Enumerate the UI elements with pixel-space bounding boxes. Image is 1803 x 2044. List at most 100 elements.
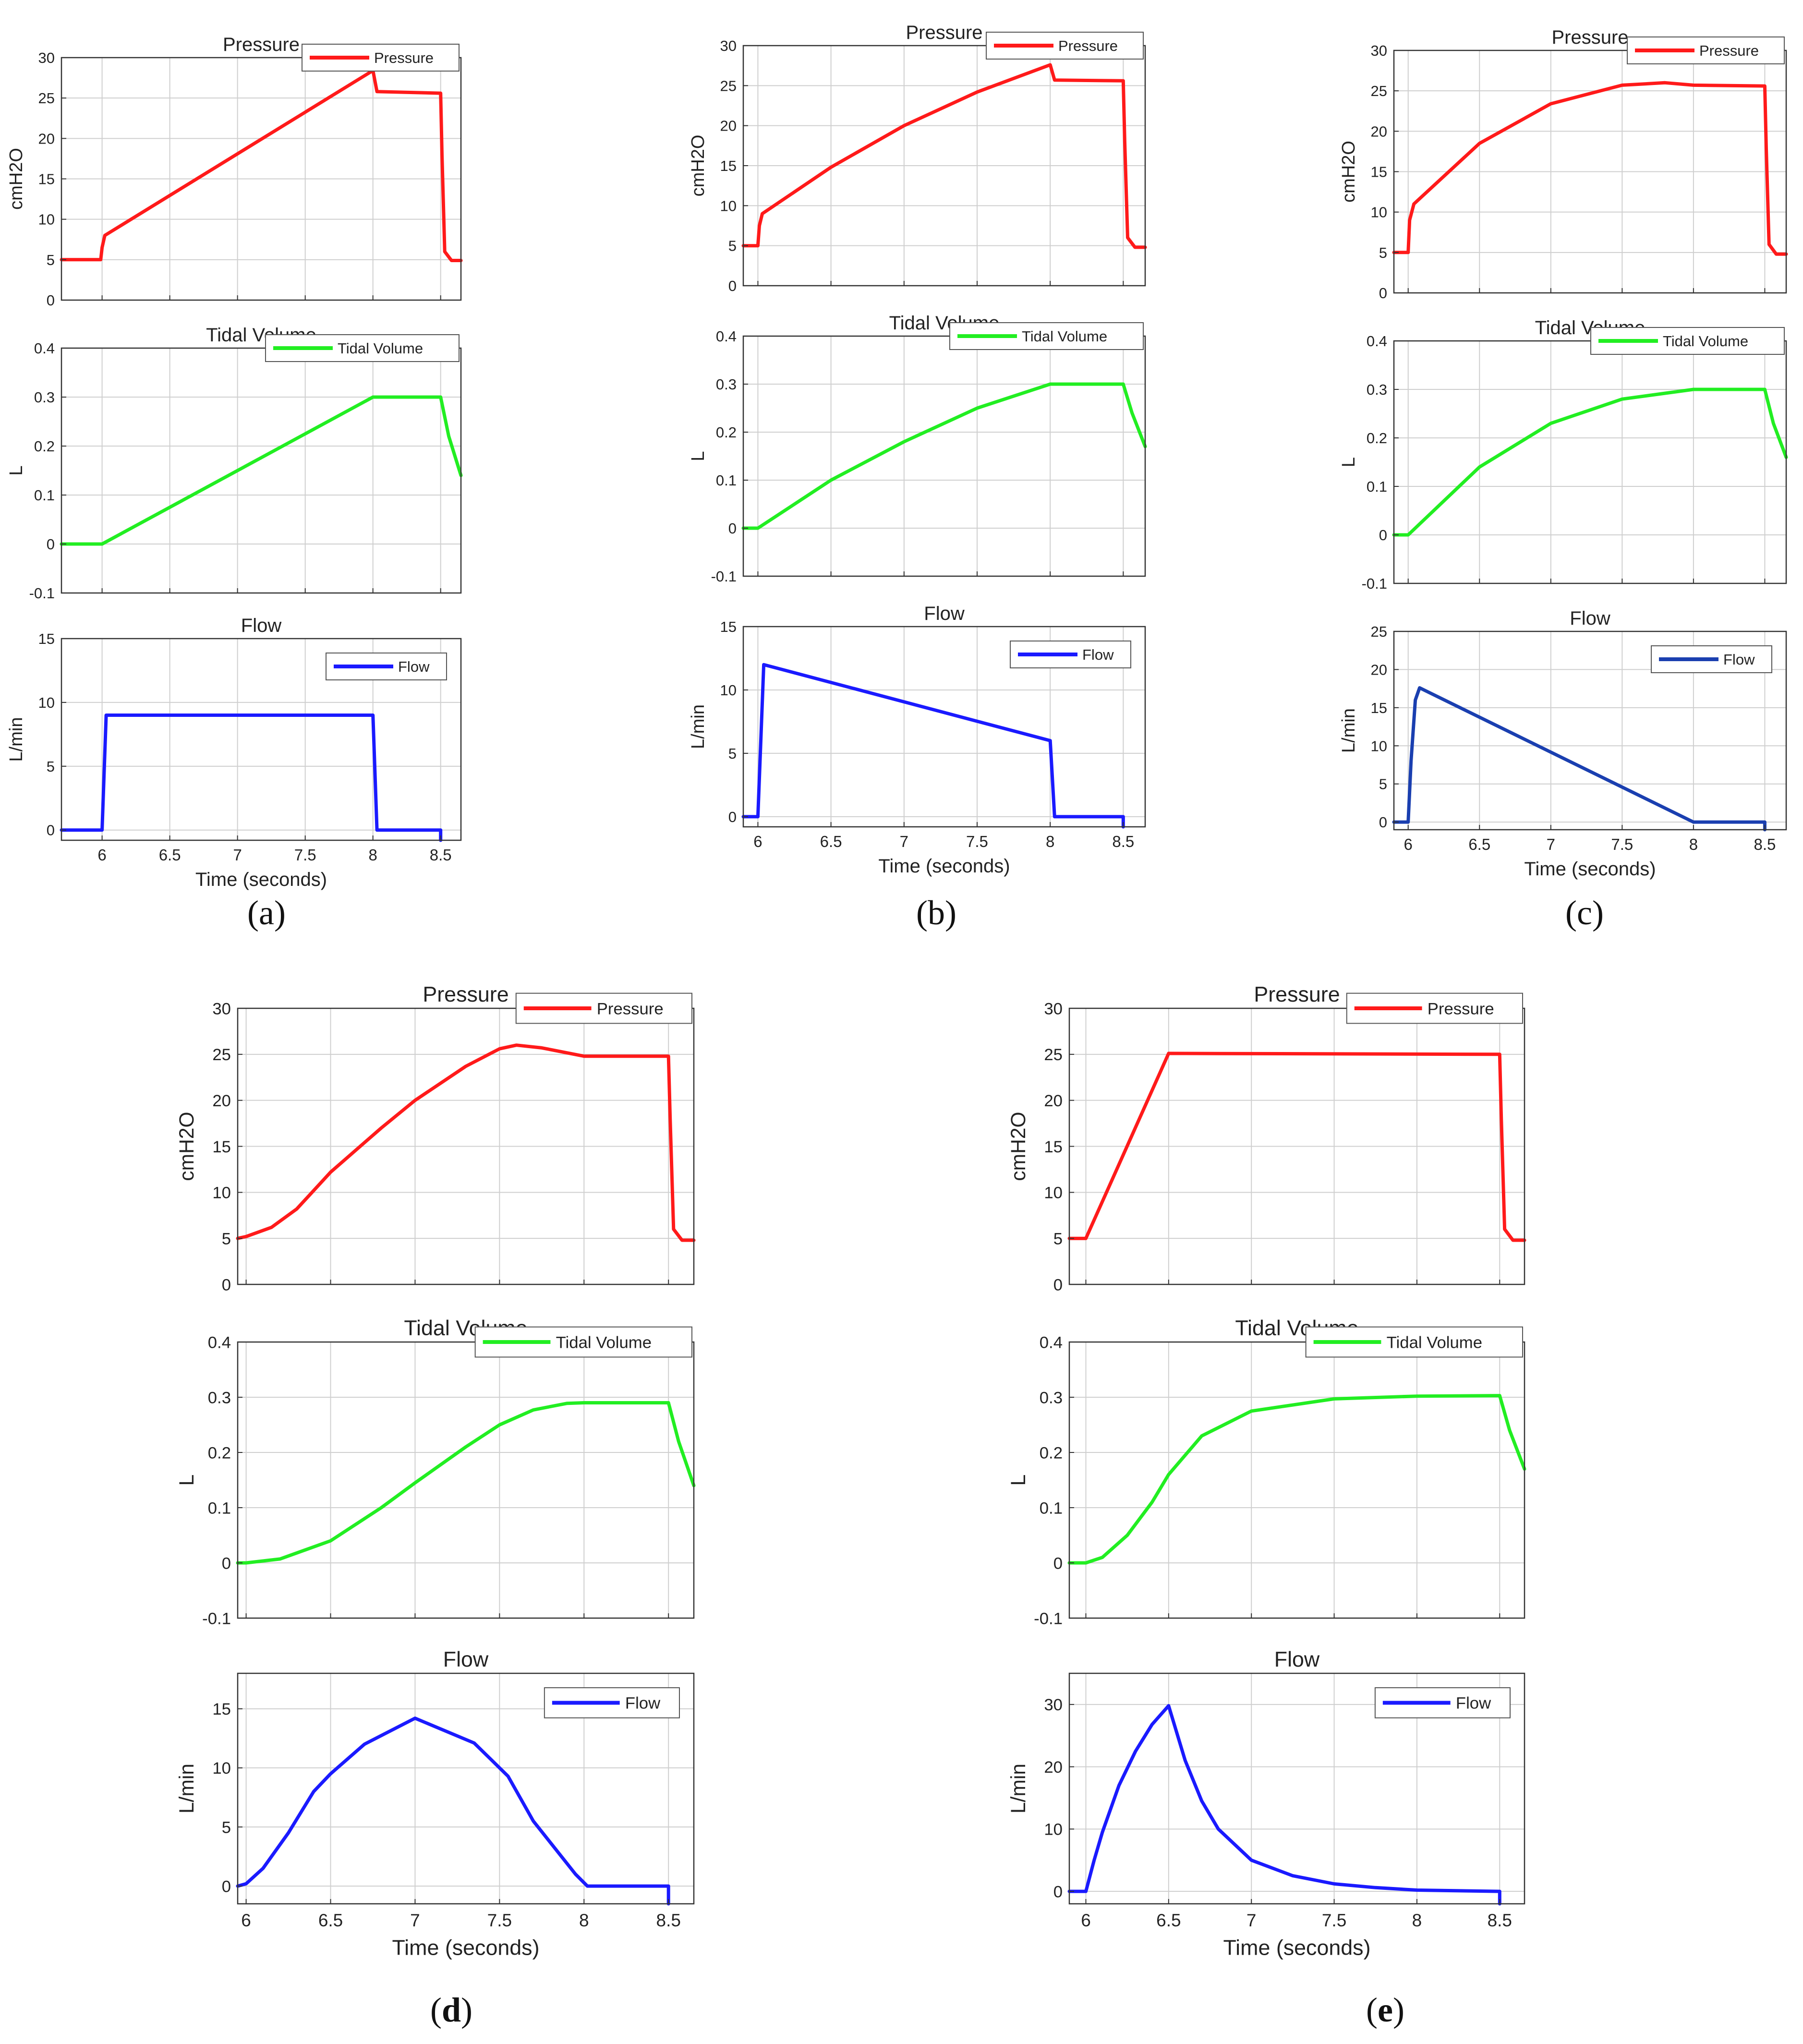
y-tick-label: 5: [728, 238, 737, 254]
plot-title: Pressure: [423, 982, 508, 1006]
x-tick-label: 8: [1689, 835, 1698, 853]
y-tick-label: -0.1: [29, 585, 55, 602]
legend-label: Pressure: [1699, 42, 1759, 59]
y-tick-label: 15: [1371, 164, 1387, 181]
series-line: [236, 1717, 670, 1906]
y-tick-label: 5: [47, 758, 55, 775]
series-line: [60, 395, 463, 546]
y-tick-label: 25: [1371, 623, 1387, 640]
legend: Pressure: [986, 32, 1144, 60]
y-tick-label: 20: [212, 1092, 231, 1110]
x-tick-label: 8: [1412, 1911, 1422, 1930]
y-tick-label: 30: [1044, 1000, 1063, 1018]
x-tick-label: 7.5: [1322, 1911, 1346, 1930]
panel-caption-d: (d): [430, 1991, 472, 2029]
y-tick-label: 30: [1371, 42, 1387, 59]
subplot-e-flow: 0 10 20 30 6 6.5 7 7.5 8 8.5 Flow L/min Time (second…: [1007, 1647, 1525, 1959]
x-tick-label: 7.5: [487, 1911, 512, 1930]
x-tick-label: 6.5: [1156, 1911, 1181, 1930]
y-tick-label: 15: [38, 171, 55, 188]
y-tick-label: 10: [1044, 1184, 1063, 1202]
y-axis-label: cmH2O: [1007, 1112, 1030, 1181]
legend: Tidal Volume: [1590, 327, 1785, 355]
y-tick-label: 30: [1044, 1696, 1063, 1714]
y-tick-label: -0.1: [1034, 1609, 1063, 1628]
plot-frame: [742, 335, 1146, 577]
legend-label: Pressure: [1058, 37, 1118, 54]
plot-frame: [1393, 340, 1787, 584]
y-tick-label: 5: [47, 252, 55, 268]
y-tick-label: 15: [212, 1138, 231, 1156]
plot-area: [61, 348, 461, 593]
plot-title: Pressure: [1551, 27, 1628, 48]
x-tick-label: 6.5: [318, 1911, 343, 1930]
subplot-b-flow: 0 5 10 15 6 6.5 7 7.5 8 8.5 Flow L/min Time (seconds…: [688, 603, 1146, 877]
x-tick-label: 8: [1046, 833, 1054, 850]
subplot-d-pressure: 0 5 10 15 20 25 30 Pressure cmH2O Pressure: [175, 982, 696, 1294]
y-axis-label: L/min: [1007, 1764, 1030, 1814]
y-tick-label: 5: [222, 1818, 231, 1837]
y-tick-label: 0: [47, 822, 55, 839]
y-tick-label: 20: [1371, 123, 1387, 140]
y-tick-label: 0.1: [34, 487, 55, 504]
x-tick-label: 8: [368, 846, 377, 864]
y-axis-label: cmH2O: [6, 148, 26, 210]
y-tick-label: 0.2: [1040, 1444, 1063, 1462]
y-tick-label: 30: [720, 37, 737, 54]
legend: Pressure: [1627, 36, 1785, 64]
x-tick-label: 8: [579, 1911, 589, 1930]
y-tick-label: 0: [47, 292, 55, 309]
y-tick-label: 0.1: [208, 1499, 231, 1517]
legend-label: Flow: [1082, 646, 1114, 663]
y-tick-label: -0.1: [1362, 575, 1387, 592]
subplot-d-flow: 0 5 10 15 6 6.5 7 7.5 8 8.5 Flow L/min Time (seconds…: [175, 1647, 695, 1959]
legend-label: Tidal Volume: [1663, 333, 1748, 350]
y-tick-label: 0: [47, 536, 55, 553]
x-tick-label: 7: [900, 833, 908, 850]
plot-area: [1069, 1342, 1525, 1618]
y-tick-label: 15: [720, 618, 737, 635]
y-axis-label: L: [1339, 457, 1359, 467]
series-line: [60, 714, 443, 842]
y-tick-label: 0: [1053, 1276, 1063, 1294]
x-axis-label: Time (seconds): [392, 1935, 539, 1959]
y-tick-label: 5: [1379, 244, 1387, 261]
y-axis-label: L: [6, 465, 26, 475]
legend: Flow: [1651, 645, 1772, 673]
y-axis-label: cmH2O: [175, 1112, 198, 1181]
x-tick-label: 7.5: [966, 833, 988, 850]
plot-frame: [237, 1672, 695, 1905]
y-axis-label: L/min: [688, 704, 708, 749]
series-line: [1067, 1394, 1526, 1565]
x-tick-label: 6.5: [159, 846, 181, 864]
subplot-b-pressure: 0 5 10 15 20 25 30 Pressure cmH2O Pressure: [688, 22, 1147, 294]
subplot-c-pressure: 0 5 10 15 20 25 30 Pressure cmH2O Pressure: [1339, 27, 1788, 302]
y-tick-label: 20: [38, 130, 55, 147]
y-axis-label: L: [1007, 1475, 1030, 1486]
plot-title: Flow: [443, 1647, 489, 1671]
y-tick-label: 5: [1053, 1230, 1063, 1248]
subplot-a-flow: 0 5 10 15 6 6.5 7 7.5 8 8.5 Flow L/min Time (seconds…: [6, 615, 462, 890]
series-line: [741, 663, 1125, 829]
y-tick-label: 15: [1371, 700, 1387, 716]
plot-title: Flow: [241, 615, 282, 636]
y-tick-label: 0.1: [716, 472, 737, 489]
y-tick-label: 0.3: [716, 376, 737, 393]
legend-label: Flow: [1456, 1694, 1491, 1713]
panel-caption-b: (b): [916, 894, 956, 932]
y-tick-label: 25: [212, 1046, 231, 1064]
y-tick-label: 0: [728, 520, 737, 537]
y-tick-label: -0.1: [711, 568, 737, 585]
legend: Tidal Volume: [265, 334, 460, 362]
plot-title: Pressure: [1254, 982, 1340, 1006]
series-line: [236, 1043, 696, 1242]
legend: Flow: [1010, 641, 1131, 668]
y-tick-label: 15: [212, 1700, 231, 1718]
y-tick-label: 0: [222, 1877, 231, 1896]
plot-area: [1394, 341, 1786, 583]
x-tick-label: 8.5: [656, 1911, 681, 1930]
y-tick-label: 0.4: [34, 340, 55, 357]
